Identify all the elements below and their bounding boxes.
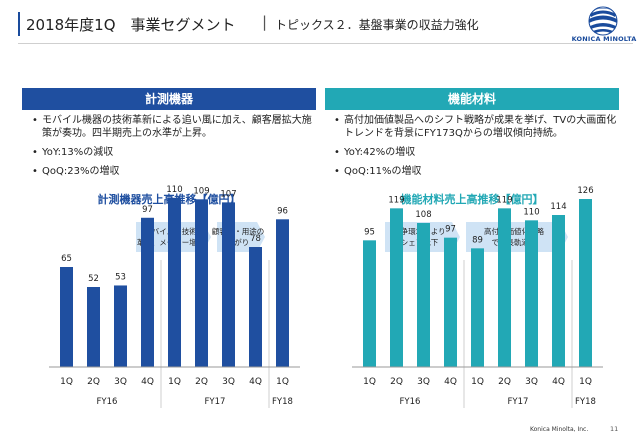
bullet-item: モバイル機器の技術革新による追い風に加え、顧客層拡大施策が奏功。四半期売上の水準…: [32, 114, 316, 140]
materials-annotation-label: で成長軌道へ: [492, 237, 537, 247]
measuring-value-label: 52: [88, 274, 99, 284]
measuring-bar: [195, 199, 208, 367]
materials-category-label: 1Q: [363, 377, 376, 387]
materials-bar: [417, 223, 430, 367]
materials-category-label: 2Q: [498, 377, 511, 387]
bullet-item: YoY:42%の増収: [334, 146, 620, 159]
measuring-bullet-list: モバイル機器の技術革新による追い風に加え、顧客層拡大施策が奏功。四半期売上の水準…: [32, 114, 316, 184]
materials-annotation-arrow: [466, 222, 568, 252]
materials-value-label: 97: [445, 225, 456, 235]
materials-bar: [525, 220, 538, 367]
materials-bar: [498, 208, 511, 367]
materials-category-label: 1Q: [471, 377, 484, 387]
bullet-item: QoQ:23%の増収: [32, 165, 316, 178]
measuring-value-label: 109: [193, 186, 209, 196]
measuring-bar: [168, 197, 181, 367]
measuring-bar: [141, 217, 154, 367]
materials-category-label: 3Q: [417, 377, 430, 387]
materials-value-label: 119: [496, 195, 512, 205]
measuring-fiscal-year-label: FY18: [272, 397, 293, 407]
measuring-category-label: 1Q: [60, 377, 73, 387]
materials-bullet-list: 高付加価値製品へのシフト戦略が成果を挙げ、TVの大画面化トレンドを背景にFY17…: [334, 114, 620, 184]
measuring-value-label: 65: [61, 254, 72, 264]
logo-text: KONICA MINOLTA: [571, 35, 637, 43]
page-title: 2018年度1Q 事業セグメント: [26, 16, 236, 34]
materials-value-label: 89: [472, 235, 483, 245]
measuring-annotation-label: 広がり: [227, 237, 250, 247]
materials-bar: [390, 208, 403, 367]
materials-category-label: 3Q: [525, 377, 538, 387]
materials-value-label: 108: [415, 210, 431, 220]
page-subtitle: トピックス２．基盤事業の収益力強化: [275, 18, 479, 32]
measuring-fiscal-year-label: FY16: [97, 397, 118, 407]
title-divider: [18, 43, 633, 44]
measuring-bar: [249, 247, 262, 367]
measuring-value-label: 107: [220, 189, 236, 199]
measuring-category-label: 3Q: [222, 377, 235, 387]
measuring-value-label: 97: [142, 205, 153, 215]
materials-bar: [363, 240, 376, 367]
measuring-value-label: 96: [277, 206, 288, 216]
materials-value-label: 110: [523, 207, 539, 217]
measuring-category-label: 4Q: [249, 377, 262, 387]
materials-fiscal-year-label: FY16: [400, 397, 421, 407]
measuring-bar: [222, 202, 235, 367]
measuring-category-label: 3Q: [114, 377, 127, 387]
measuring-bar: [60, 267, 73, 367]
materials-category-label: 4Q: [444, 377, 457, 387]
materials-fiscal-year-label: FY17: [508, 397, 529, 407]
materials-bar: [552, 215, 565, 367]
measuring-bar: [87, 287, 100, 367]
page-number: 11: [610, 425, 619, 433]
materials-bar: [444, 237, 457, 367]
segment-header-measuring: 計測機器: [22, 88, 316, 110]
konica-minolta-globe-icon: [588, 6, 618, 36]
materials-value-label: 114: [550, 202, 566, 212]
measuring-annotation-label: 顧客層・用途の: [212, 226, 265, 236]
materials-category-label: 1Q: [579, 377, 592, 387]
measuring-bar: [276, 219, 289, 367]
measuring-value-label: 78: [250, 234, 261, 244]
measuring-category-label: 2Q: [195, 377, 208, 387]
measuring-category-label: 2Q: [87, 377, 100, 387]
materials-annotation-label: 高付加価値化戦略: [484, 226, 544, 236]
materials-value-label: 119: [388, 195, 404, 205]
measuring-bar: [114, 285, 127, 367]
title-separator: |: [262, 13, 268, 31]
bullet-item: QoQ:11%の増収: [334, 165, 620, 178]
materials-chart-title: 機能材料売上高推移【億円】: [400, 193, 544, 206]
materials-category-label: 4Q: [552, 377, 565, 387]
bullet-item: 高付加価値製品へのシフト戦略が成果を挙げ、TVの大画面化トレンドを背景にFY17…: [334, 114, 620, 140]
measuring-category-label: 1Q: [168, 377, 181, 387]
materials-bar: [471, 248, 484, 367]
materials-fiscal-year-label: FY18: [575, 397, 596, 407]
title-bar: 2018年度1Q 事業セグメント | トピックス２．基盤事業の収益力強化 KON…: [0, 0, 640, 46]
measuring-fiscal-year-label: FY17: [205, 397, 226, 407]
segment-header-materials: 機能材料: [325, 88, 619, 110]
measuring-value-label: 53: [115, 272, 126, 282]
measuring-value-label: 110: [166, 185, 182, 195]
footer-company: Konica Minolta, Inc.: [530, 426, 589, 433]
measuring-category-label: 1Q: [276, 377, 289, 387]
materials-value-label: 95: [364, 227, 375, 237]
materials-bar: [579, 199, 592, 367]
bullet-item: YoY:13%の減収: [32, 146, 316, 159]
measuring-category-label: 4Q: [141, 377, 154, 387]
materials-value-label: 126: [577, 186, 593, 196]
materials-category-label: 2Q: [390, 377, 403, 387]
title-accent-bar: [18, 12, 20, 36]
